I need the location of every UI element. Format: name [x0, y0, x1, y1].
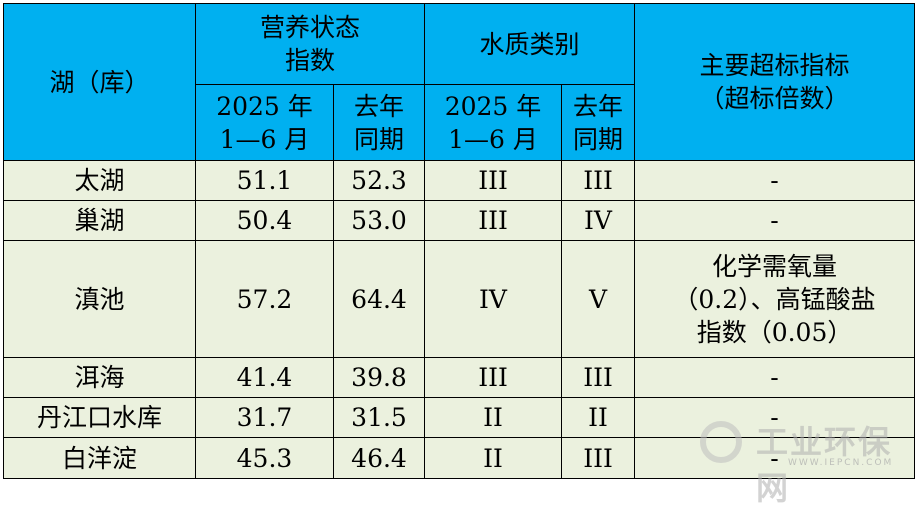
- tsi-current: 31.7: [195, 397, 334, 438]
- tsi-last: 46.4: [332, 437, 426, 479]
- class-last: III: [561, 437, 636, 479]
- class-last: IV: [561, 200, 636, 241]
- class-current: II: [424, 437, 563, 479]
- header-water-class: 水质类别: [424, 3, 636, 85]
- tsi-current: 45.3: [195, 437, 334, 479]
- class-last: V: [561, 240, 636, 358]
- lake-name: 巢湖: [3, 200, 196, 241]
- class-current: III: [424, 357, 563, 398]
- header-trophic-index: 营养状态 指数: [194, 3, 426, 85]
- exceed-indicators: -: [634, 160, 916, 201]
- tsi-current: 41.4: [195, 357, 334, 398]
- header-class-current-period: 2025 年 1—6 月: [424, 84, 563, 161]
- table-row: 太湖 51.1 52.3 III III -: [3, 160, 916, 201]
- header-exceed-indicators: 主要超标指标 （超标倍数）: [634, 3, 916, 161]
- class-current: II: [424, 397, 563, 438]
- exceed-indicators: -: [634, 397, 916, 438]
- class-current: III: [424, 160, 563, 201]
- exceed-indicators: -: [634, 357, 916, 398]
- header-tsi-current-period: 2025 年 1—6 月: [195, 84, 334, 161]
- class-last: III: [561, 160, 636, 201]
- tsi-current: 51.1: [195, 160, 334, 201]
- table-row: 白洋淀 45.3 46.4 II III -: [3, 437, 916, 479]
- table-row: 丹江口水库 31.7 31.5 II II -: [3, 397, 916, 438]
- lake-name: 滇池: [3, 240, 196, 358]
- table-row: 洱海 41.4 39.8 III III -: [3, 357, 916, 398]
- class-current: IV: [424, 240, 563, 358]
- tsi-current: 57.2: [195, 240, 334, 358]
- lake-name: 白洋淀: [3, 437, 196, 479]
- exceed-indicators: -: [634, 437, 916, 479]
- table-row: 滇池 57.2 64.4 IV V 化学需氧量 （0.2）、高锰酸盐 指数（0.…: [3, 240, 916, 358]
- header-lake: 湖（库）: [3, 3, 196, 161]
- exceed-indicators: 化学需氧量 （0.2）、高锰酸盐 指数（0.05）: [634, 240, 916, 358]
- tsi-current: 50.4: [195, 200, 334, 241]
- tsi-last: 64.4: [332, 240, 426, 358]
- water-quality-table: 湖（库） 营养状态 指数 水质类别 主要超标指标 （超标倍数） 2025 年 1…: [3, 3, 916, 479]
- tsi-last: 53.0: [332, 200, 426, 241]
- lake-name: 丹江口水库: [3, 397, 196, 438]
- exceed-indicators: -: [634, 200, 916, 241]
- lake-name: 太湖: [3, 160, 196, 201]
- class-last: III: [561, 357, 636, 398]
- table-row: 巢湖 50.4 53.0 III IV -: [3, 200, 916, 241]
- header-class-last-period: 去年 同期: [561, 84, 636, 161]
- tsi-last: 39.8: [332, 357, 426, 398]
- header-tsi-last-period: 去年 同期: [332, 84, 426, 161]
- tsi-last: 52.3: [332, 160, 426, 201]
- tsi-last: 31.5: [332, 397, 426, 438]
- class-current: III: [424, 200, 563, 241]
- lake-name: 洱海: [3, 357, 196, 398]
- class-last: II: [561, 397, 636, 438]
